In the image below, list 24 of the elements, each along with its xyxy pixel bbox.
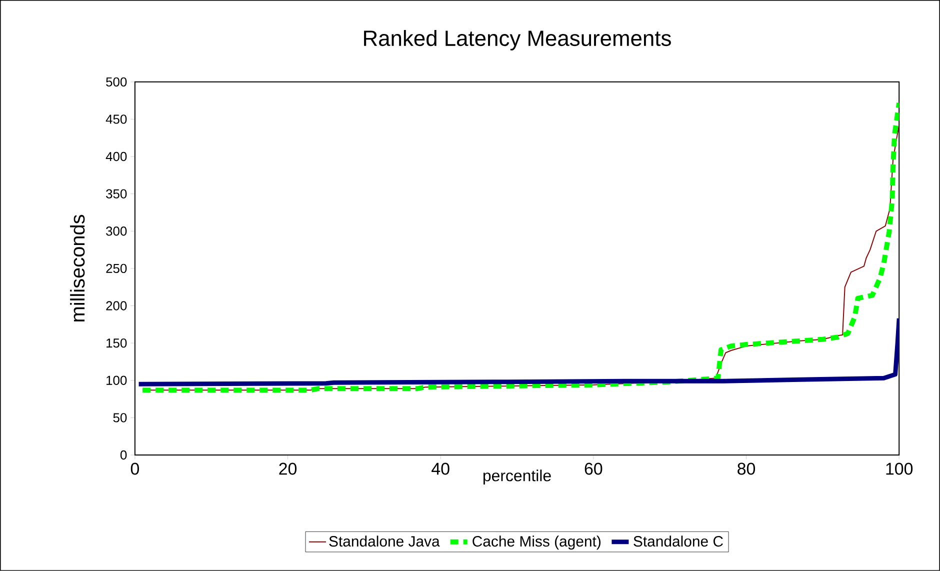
x-tick-label: 100 [886,462,913,475]
legend-label: Standalone C [634,536,723,547]
y-tick-label: 350 [106,189,127,198]
y-tick-label: 0 [120,450,127,460]
y-tick-label: 450 [106,114,127,124]
y-tick-label: 50 [113,413,127,422]
y-axis-title: milliseconds [70,214,85,322]
legend-label: Standalone Java [329,536,440,547]
y-tick-label: 200 [106,301,127,310]
chart-title: Ranked Latency Measurements [364,30,671,50]
y-tick-label: 100 [106,376,127,385]
x-tick-label: 40 [432,462,450,475]
x-tick-label: 20 [279,462,297,475]
x-axis-title: percentile [483,470,551,485]
y-tick-label: 300 [106,226,127,236]
x-tick-label: 80 [738,462,756,475]
y-tick-label: 400 [106,152,127,162]
y-tick-label: 250 [106,264,127,274]
y-tick-label: 150 [106,338,127,348]
y-tick-label: 500 [106,77,127,87]
line-series [136,316,900,386]
x-tick-label: 0 [130,462,139,475]
x-tick-label: 60 [584,462,602,475]
legend-label: Cache Miss (agent) [472,536,600,550]
